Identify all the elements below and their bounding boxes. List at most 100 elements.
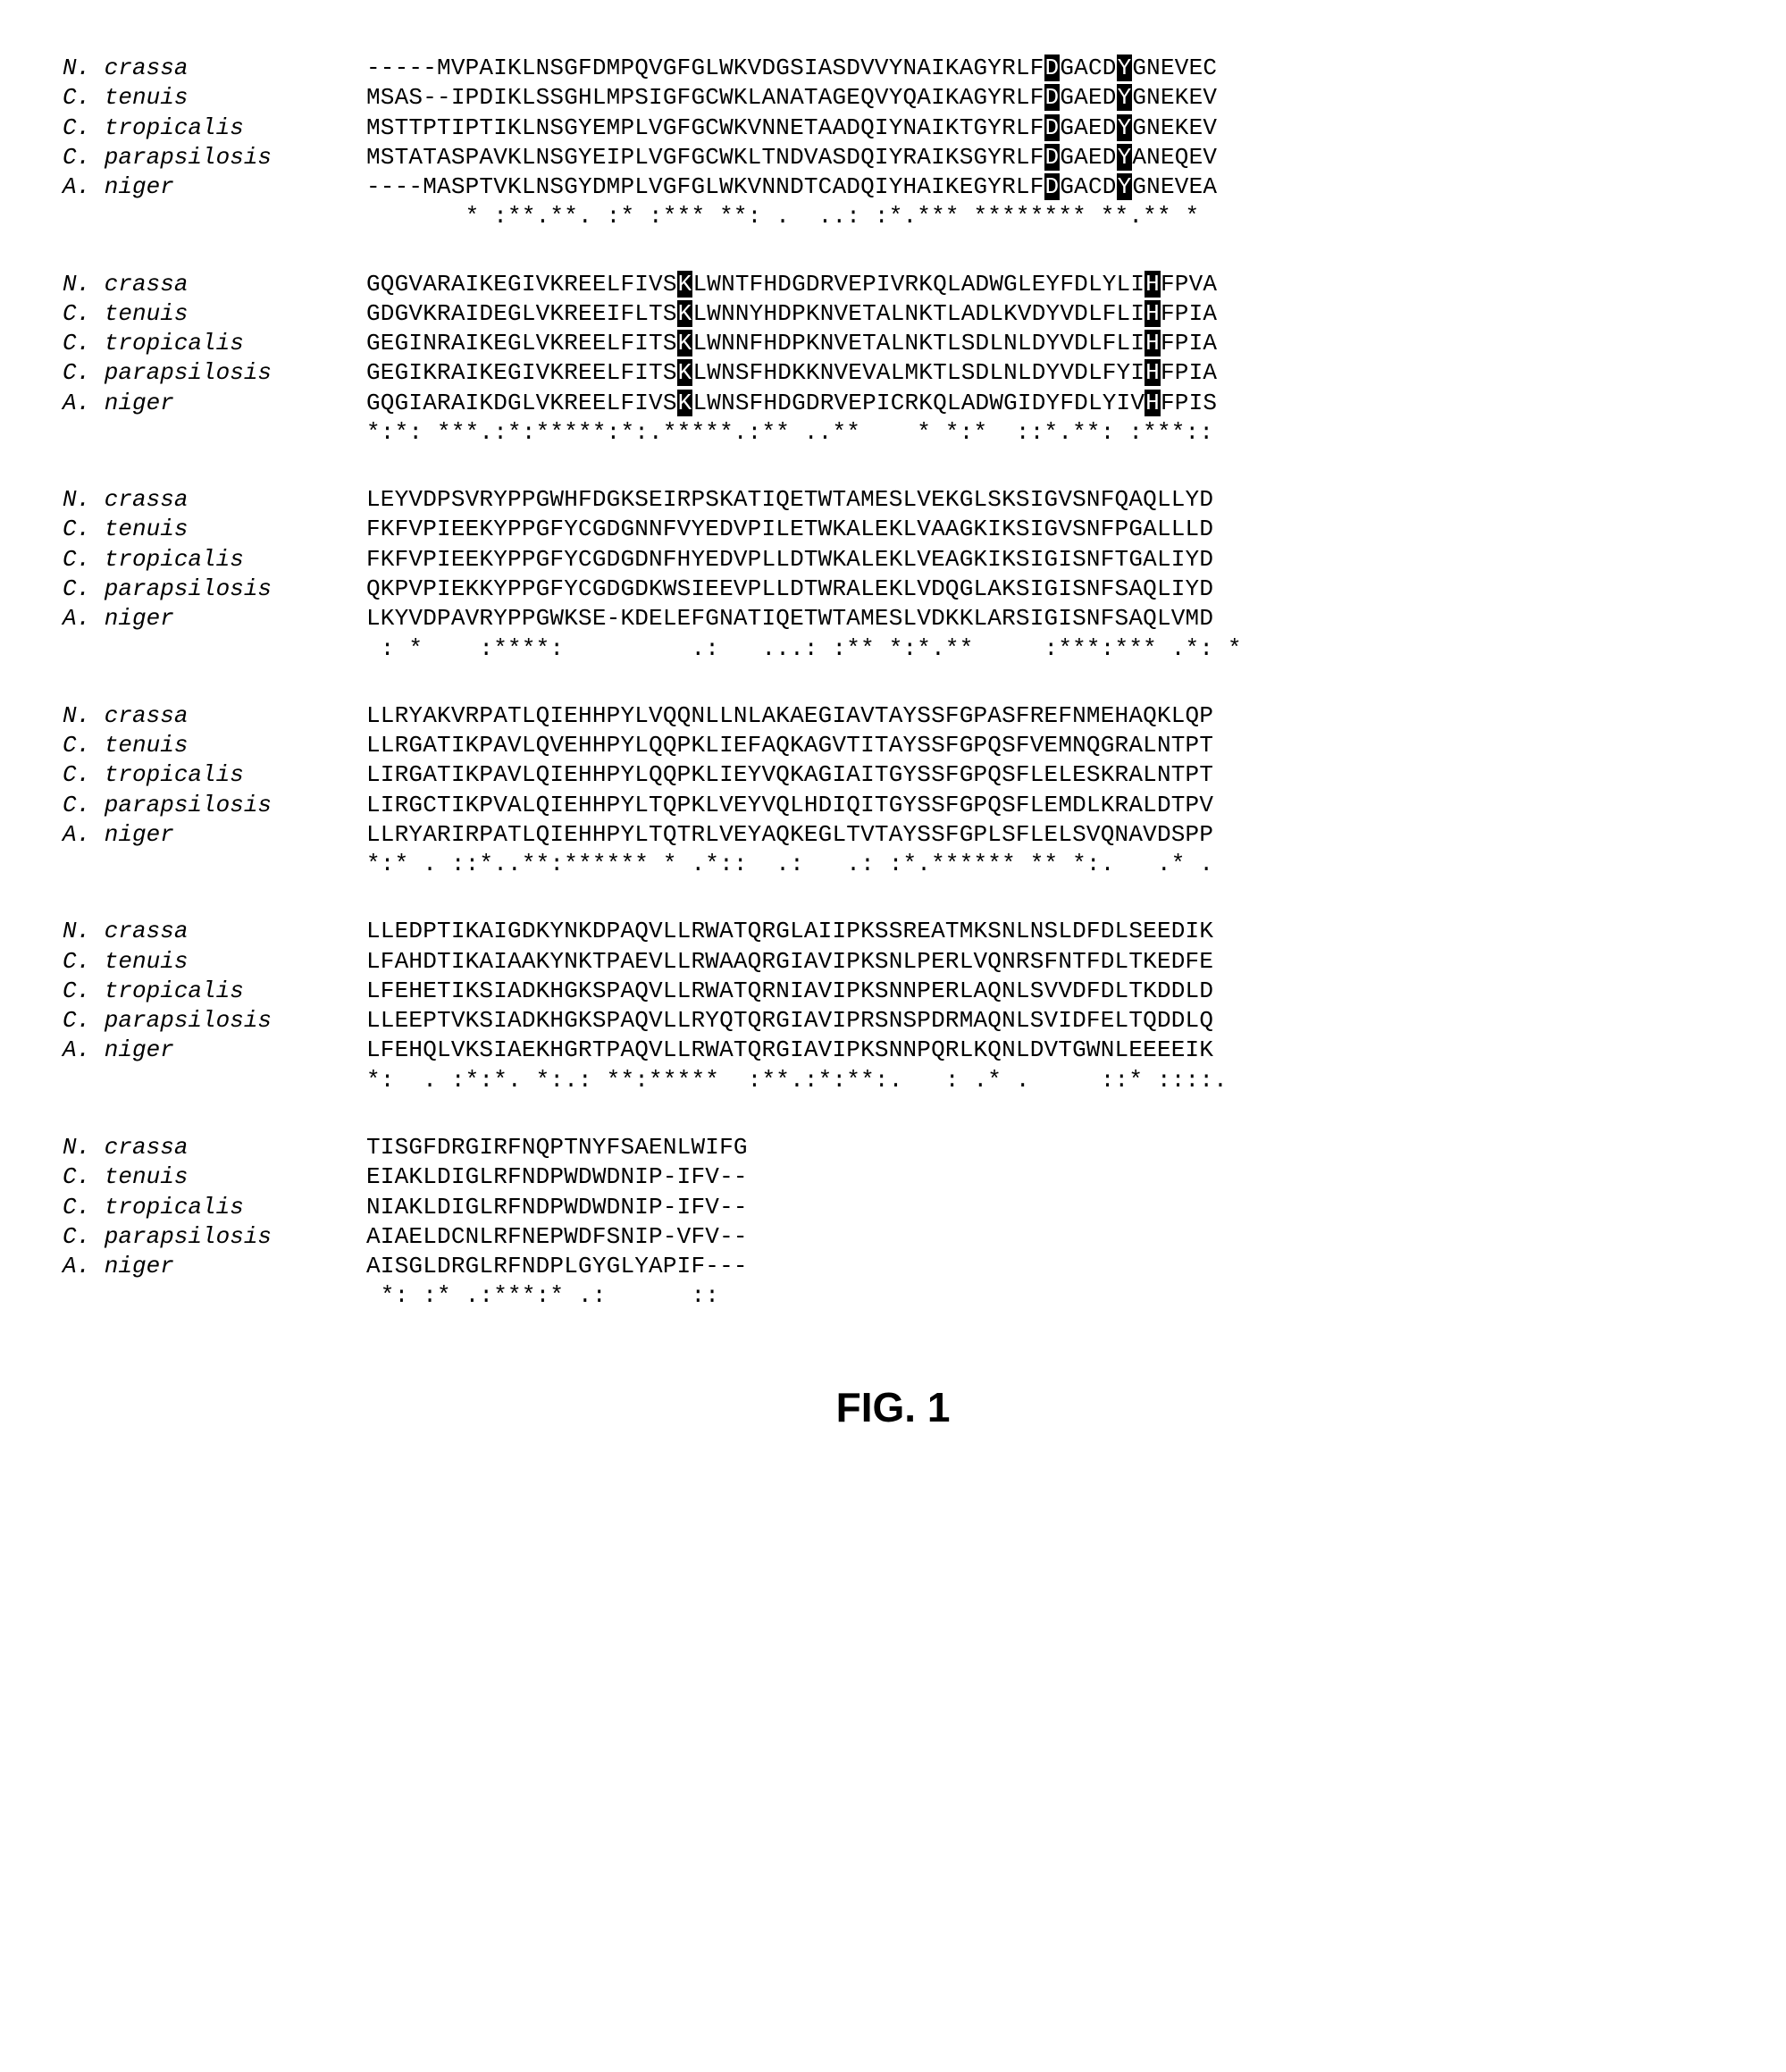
species-label: C. parapsilosis [63, 358, 366, 388]
sequence-text: GEGIKRAIKEGIVKREELFITSKLWNSFHDKKNVEVALMK… [366, 358, 1723, 388]
sequence-text: LFAHDTIKAIAAKYNKTPAEVLLRWAAQRGIAVIPKSNLP… [366, 947, 1723, 977]
consensus-text: *: . :*:*. *:.: **:***** :**.:*:**:. : .… [366, 1066, 1723, 1095]
alignment-row: N. crassaTISGFDRGIRFNQPTNYFSAENLWIFG [63, 1133, 1723, 1162]
alignment-row: C. tenuisMSAS--IPDIKLSSGHLMPSIGFGCWKLANA… [63, 83, 1723, 113]
species-label: C. tenuis [63, 947, 366, 977]
sequence-text: LFEHQLVKSIAEKHGRTPAQVLLRWATQRGIAVIPKSNNP… [366, 1036, 1723, 1065]
sequence-text: -----MVPAIKLNSGFDMPQVGFGLWKVDGSIASDVVYNA… [366, 54, 1723, 83]
species-label: C. tenuis [63, 1162, 366, 1192]
sequence-text: LLRYAKVRPATLQIEHHPYLVQQNLLNLAKAEGIAVTAYS… [366, 701, 1723, 731]
sequence-text: GEGINRAIKEGLVKREELFITSKLWNNFHDPKNVETALNK… [366, 329, 1723, 358]
species-label: C. tropicalis [63, 329, 366, 358]
species-label: A. niger [63, 1252, 366, 1281]
alignment-row: A. nigerLKYVDPAVRYPPGWKSE-KDELEFGNATIQET… [63, 604, 1723, 633]
species-label: N. crassa [63, 54, 366, 83]
sequence-text: NIAKLDIGLRFNDPWDWDNIP-IFV-- [366, 1193, 1723, 1222]
alignment-row: C. parapsilosisAIAELDCNLRFNEPWDFSNIP-VFV… [63, 1222, 1723, 1252]
species-label: C. tropicalis [63, 1193, 366, 1222]
alignment-row: C. tenuisLLRGATIKPAVLQVEHHPYLQQPKLIEFAQK… [63, 731, 1723, 760]
species-label: N. crassa [63, 485, 366, 515]
sequence-text: TISGFDRGIRFNQPTNYFSAENLWIFG [366, 1133, 1723, 1162]
sequence-text: FKFVPIEEKYPPGFYCGDGDNFHYEDVPLLDTWKALEKLV… [366, 545, 1723, 575]
consensus-text: : * :****: .: ...: :** *:*.** :***:*** .… [366, 634, 1723, 664]
species-label: C. parapsilosis [63, 143, 366, 172]
species-label: C. parapsilosis [63, 1006, 366, 1036]
sequence-text: LEYVDPSVRYPPGWHFDGKSEIRPSKATIQETWTAMESLV… [366, 485, 1723, 515]
alignment-block: N. crassaLLEDPTIKAIGDKYNKDPAQVLLRWATQRGL… [63, 917, 1723, 1095]
alignment-row: C. parapsilosisLLEEPTVKSIADKHGKSPAQVLLRY… [63, 1006, 1723, 1036]
species-label: C. tropicalis [63, 760, 366, 790]
alignment-row: A. nigerLLRYARIRPATLQIEHHPYLTQTRLVEYAQKE… [63, 820, 1723, 850]
sequence-text: ----MASPTVKLNSGYDMPLVGFGLWKVNNDTCADQIYHA… [366, 172, 1723, 202]
sequence-alignment: N. crassa-----MVPAIKLNSGFDMPQVGFGLWKVDGS… [63, 54, 1723, 1312]
species-label: A. niger [63, 820, 366, 850]
species-label: C. parapsilosis [63, 575, 366, 604]
sequence-text: GDGVKRAIDEGLVKREEIFLTSKLWNNYHDPKNVETALNK… [366, 299, 1723, 329]
species-label: C. tenuis [63, 83, 366, 113]
sequence-text: EIAKLDIGLRFNDPWDWDNIP-IFV-- [366, 1162, 1723, 1192]
alignment-row: C. tenuisFKFVPIEEKYPPGFYCGDGNNFVYEDVPILE… [63, 515, 1723, 544]
consensus-text: * :**.**. :* :*** **: . ..: :*.*** *****… [366, 202, 1723, 231]
sequence-text: AIAELDCNLRFNEPWDFSNIP-VFV-- [366, 1222, 1723, 1252]
alignment-row: C. tenuisEIAKLDIGLRFNDPWDWDNIP-IFV-- [63, 1162, 1723, 1192]
consensus-row: *: :* .:***:* .: :: [63, 1281, 1723, 1311]
alignment-row: C. tropicalisFKFVPIEEKYPPGFYCGDGDNFHYEDV… [63, 545, 1723, 575]
species-label: N. crassa [63, 917, 366, 946]
sequence-text: AISGLDRGLRFNDPLGYGLYAPIF--- [366, 1252, 1723, 1281]
sequence-text: LLRGATIKPAVLQVEHHPYLQQPKLIEFAQKAGVTITAYS… [366, 731, 1723, 760]
alignment-row: A. nigerLFEHQLVKSIAEKHGRTPAQVLLRWATQRGIA… [63, 1036, 1723, 1065]
consensus-row: *: . :*:*. *:.: **:***** :**.:*:**:. : .… [63, 1066, 1723, 1095]
consensus-row: : * :****: .: ...: :** *:*.** :***:*** .… [63, 634, 1723, 664]
alignment-row: C. parapsilosisLIRGCTIKPVALQIEHHPYLTQPKL… [63, 791, 1723, 820]
species-label: N. crassa [63, 270, 366, 299]
alignment-row: C. tenuisLFAHDTIKAIAAKYNKTPAEVLLRWAAQRGI… [63, 947, 1723, 977]
sequence-text: GQGVARAIKEGIVKREELFIVSKLWNTFHDGDRVEPIVRK… [366, 270, 1723, 299]
species-label: C. parapsilosis [63, 1222, 366, 1252]
alignment-row: N. crassaLLRYAKVRPATLQIEHHPYLVQQNLLNLAKA… [63, 701, 1723, 731]
sequence-text: LLRYARIRPATLQIEHHPYLTQTRLVEYAQKEGLTVTAYS… [366, 820, 1723, 850]
alignment-block: N. crassaGQGVARAIKEGIVKREELFIVSKLWNTFHDG… [63, 270, 1723, 449]
species-label: C. tropicalis [63, 977, 366, 1006]
alignment-row: C. tropicalisGEGINRAIKEGLVKREELFITSKLWNN… [63, 329, 1723, 358]
alignment-block: N. crassaLEYVDPSVRYPPGWHFDGKSEIRPSKATIQE… [63, 485, 1723, 664]
consensus-text: *:* . ::*..**:****** * .*:: .: .: :*.***… [366, 850, 1723, 879]
sequence-text: QKPVPIEKKYPPGFYCGDGDKWSIEEVPLLDTWRALEKLV… [366, 575, 1723, 604]
alignment-row: C. parapsilosisGEGIKRAIKEGIVKREELFITSKLW… [63, 358, 1723, 388]
alignment-row: A. nigerAISGLDRGLRFNDPLGYGLYAPIF--- [63, 1252, 1723, 1281]
species-label: A. niger [63, 604, 366, 633]
consensus-text: *: :* .:***:* .: :: [366, 1281, 1723, 1311]
alignment-row: C. tenuisGDGVKRAIDEGLVKREEIFLTSKLWNNYHDP… [63, 299, 1723, 329]
species-label: C. tropicalis [63, 545, 366, 575]
alignment-block: N. crassa-----MVPAIKLNSGFDMPQVGFGLWKVDGS… [63, 54, 1723, 232]
sequence-text: FKFVPIEEKYPPGFYCGDGNNFVYEDVPILETWKALEKLV… [366, 515, 1723, 544]
consensus-row: *:*: ***.:*:*****:*:.*****.:** ..** * *:… [63, 418, 1723, 448]
alignment-row: C. tropicalisLFEHETIKSIADKHGKSPAQVLLRWAT… [63, 977, 1723, 1006]
alignment-row: C. tropicalisLIRGATIKPAVLQIEHHPYLQQPKLIE… [63, 760, 1723, 790]
species-label: A. niger [63, 172, 366, 202]
alignment-row: A. niger----MASPTVKLNSGYDMPLVGFGLWKVNNDT… [63, 172, 1723, 202]
sequence-text: LIRGATIKPAVLQIEHHPYLQQPKLIEYVQKAGIAITGYS… [366, 760, 1723, 790]
species-label: N. crassa [63, 1133, 366, 1162]
alignment-row: C. tropicalisMSTTPTIPTIKLNSGYEMPLVGFGCWK… [63, 113, 1723, 143]
consensus-row: * :**.**. :* :*** **: . ..: :*.*** *****… [63, 202, 1723, 231]
species-label: C. tropicalis [63, 113, 366, 143]
species-label: C. tenuis [63, 299, 366, 329]
species-label: C. parapsilosis [63, 791, 366, 820]
alignment-row: N. crassa-----MVPAIKLNSGFDMPQVGFGLWKVDGS… [63, 54, 1723, 83]
alignment-row: N. crassaGQGVARAIKEGIVKREELFIVSKLWNTFHDG… [63, 270, 1723, 299]
species-label: C. tenuis [63, 515, 366, 544]
species-label: A. niger [63, 1036, 366, 1065]
alignment-row: A. nigerGQGIARAIKDGLVKREELFIVSKLWNSFHDGD… [63, 389, 1723, 418]
alignment-row: N. crassaLLEDPTIKAIGDKYNKDPAQVLLRWATQRGL… [63, 917, 1723, 946]
sequence-text: LIRGCTIKPVALQIEHHPYLTQPKLVEYVQLHDIQITGYS… [366, 791, 1723, 820]
figure-caption: FIG. 1 [63, 1383, 1723, 1431]
sequence-text: LFEHETIKSIADKHGKSPAQVLLRWATQRNIAVIPKSNNP… [366, 977, 1723, 1006]
consensus-text: *:*: ***.:*:*****:*:.*****.:** ..** * *:… [366, 418, 1723, 448]
sequence-text: MSAS--IPDIKLSSGHLMPSIGFGCWKLANATAGEQVYQA… [366, 83, 1723, 113]
sequence-text: MSTATASPAVKLNSGYEIPLVGFGCWKLTNDVASDQIYRA… [366, 143, 1723, 172]
species-label: A. niger [63, 389, 366, 418]
species-label: N. crassa [63, 701, 366, 731]
alignment-row: C. parapsilosisQKPVPIEKKYPPGFYCGDGDKWSIE… [63, 575, 1723, 604]
sequence-text: MSTTPTIPTIKLNSGYEMPLVGFGCWKVNNETAADQIYNA… [366, 113, 1723, 143]
alignment-block: N. crassaLLRYAKVRPATLQIEHHPYLVQQNLLNLAKA… [63, 701, 1723, 880]
